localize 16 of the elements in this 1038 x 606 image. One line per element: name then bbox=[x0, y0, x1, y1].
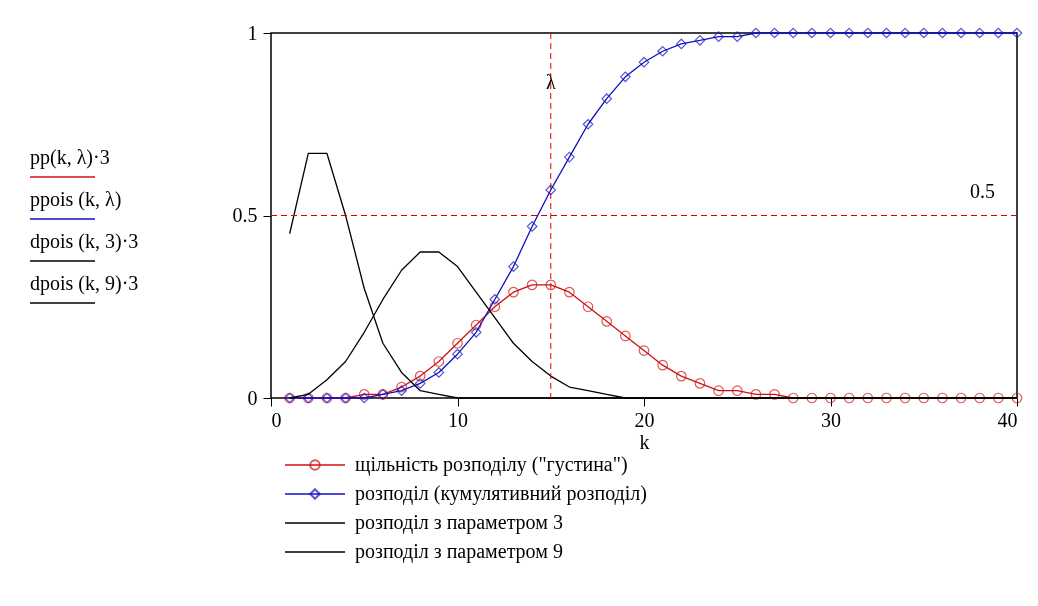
y-axis-title: pp(k, λ)·3 ppois (k, λ) dpois (k, 3)·3 dpois (k, 9)·3 bbox=[30, 146, 139, 295]
legend-label: розподіл з параметром 3 bbox=[355, 511, 563, 534]
legend-label: розподіл з параметром 9 bbox=[355, 540, 563, 563]
x-tick-label: 30 bbox=[821, 408, 841, 431]
y-tick-label: 0.5 bbox=[232, 204, 258, 226]
x-tick-label: 10 bbox=[448, 408, 468, 431]
legend-label: щільність розподілу ("густина") bbox=[355, 453, 628, 476]
x-axis-title: k bbox=[639, 430, 650, 453]
x-tick-label: 20 bbox=[634, 408, 655, 431]
y-tick-label: 0 bbox=[247, 386, 258, 409]
ref-line-label: 0.5 bbox=[970, 179, 995, 202]
x-tick-label: 40 bbox=[997, 408, 1018, 431]
ref-line-label: λ bbox=[545, 71, 556, 93]
legend-label: розподіл (кумулятивний розподіл) bbox=[355, 482, 647, 505]
x-tick-label: 0 bbox=[271, 408, 282, 431]
y-tick-label: 1 bbox=[247, 21, 258, 44]
